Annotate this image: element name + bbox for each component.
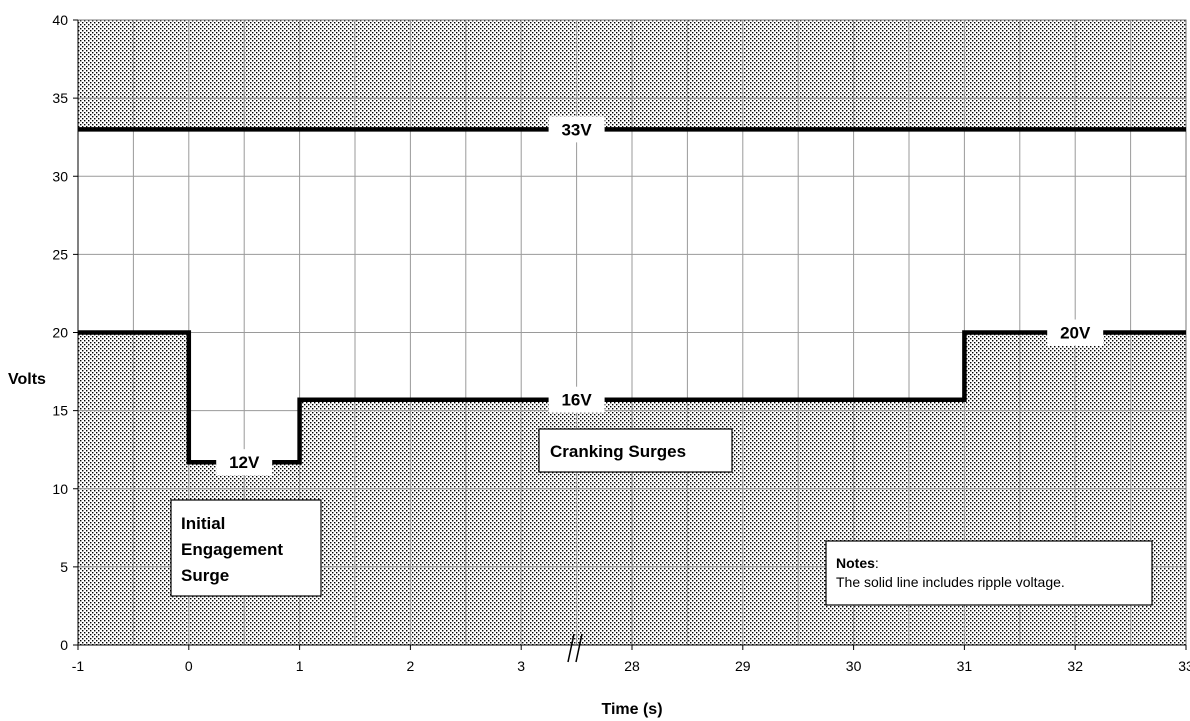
x-tick-label: 0 <box>185 658 193 674</box>
initial-engagement-line-3: Surge <box>181 566 229 585</box>
x-tick-labels: -1 0 1 2 3 28 29 30 31 32 33 <box>72 645 1190 674</box>
level-label-bg <box>548 386 605 413</box>
notes-title-word: Notes <box>836 555 875 571</box>
x-tick-label: -1 <box>72 658 85 674</box>
y-tick-label: 30 <box>52 168 68 184</box>
y-tick-labels: 0 5 10 15 20 25 30 35 40 <box>52 12 78 653</box>
initial-engagement-line-2: Engagement <box>181 540 283 559</box>
x-tick-label: 3 <box>517 658 525 674</box>
x-tick-label: 32 <box>1067 658 1083 674</box>
y-tick-label: 0 <box>60 637 68 653</box>
notes-title: Notes: <box>836 555 879 571</box>
series-lower-limit <box>78 330 1186 465</box>
y-tick-label: 10 <box>52 481 68 497</box>
level-labels: 33V 12V 16V 20V <box>216 116 1104 476</box>
y-tick-label: 5 <box>60 559 68 575</box>
notes-body: The solid line includes ripple voltage. <box>836 574 1065 590</box>
y-tick-label: 40 <box>52 12 68 28</box>
x-tick-label: 31 <box>957 658 973 674</box>
x-tick-label: 29 <box>735 658 751 674</box>
level-label: 20V <box>1060 324 1091 343</box>
level-label-bg <box>1047 319 1104 346</box>
initial-engagement-annotation: Initial Engagement Surge <box>170 499 322 597</box>
x-tick-label: 1 <box>296 658 304 674</box>
cranking-surges-label: Cranking Surges <box>550 442 686 461</box>
level-label-bg <box>216 449 273 476</box>
y-tick-label: 15 <box>52 403 68 419</box>
notes-title-colon: : <box>875 555 879 571</box>
axis-break-mark <box>567 633 583 663</box>
level-label: 12V <box>229 453 260 472</box>
cranking-surges-annotation: Cranking Surges <box>538 428 733 473</box>
initial-engagement-line-1: Initial <box>181 514 225 533</box>
notes-annotation: Notes: The solid line includes ripple vo… <box>825 540 1153 606</box>
x-tick-label: 33 <box>1178 658 1190 674</box>
x-tick-label: 30 <box>846 658 862 674</box>
y-tick-label: 35 <box>52 90 68 106</box>
level-label: 33V <box>561 120 592 139</box>
x-tick-label: 28 <box>624 658 640 674</box>
x-tick-label: 2 <box>407 658 415 674</box>
y-axis-title: Volts <box>8 371 46 388</box>
level-label-bg <box>548 116 605 143</box>
x-axis-title: Time (s) <box>601 701 662 718</box>
level-label: 16V <box>561 391 592 410</box>
y-tick-label: 20 <box>52 325 68 341</box>
series-lines <box>78 127 1186 465</box>
y-tick-label: 25 <box>52 246 68 262</box>
